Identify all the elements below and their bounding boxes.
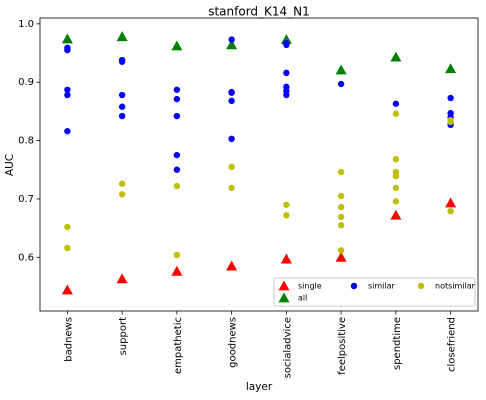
marker-circle bbox=[337, 247, 345, 254]
marker-circle bbox=[118, 91, 126, 99]
plot-area bbox=[39, 17, 479, 312]
marker-circle bbox=[118, 112, 126, 120]
x-tick-label: closefriend bbox=[447, 317, 458, 372]
marker-triangle bbox=[390, 51, 402, 62]
marker-circle bbox=[173, 166, 181, 173]
marker-circle bbox=[337, 222, 345, 229]
marker-triangle bbox=[390, 209, 402, 220]
x-tick-label: support bbox=[118, 317, 129, 355]
marker-circle bbox=[228, 184, 235, 192]
y-tick-label: 1.0 bbox=[18, 19, 34, 30]
legend-label: notsimilar bbox=[435, 282, 476, 291]
marker-circle bbox=[392, 184, 400, 192]
marker-circle bbox=[283, 212, 290, 219]
marker-circle bbox=[392, 100, 400, 107]
marker-circle bbox=[64, 223, 71, 231]
marker-circle bbox=[64, 244, 71, 252]
marker-circle bbox=[118, 103, 126, 110]
marker-circle bbox=[350, 282, 358, 290]
marker-circle bbox=[392, 198, 400, 205]
legend-box bbox=[273, 277, 476, 307]
marker-circle bbox=[447, 207, 454, 215]
marker-circle bbox=[337, 192, 345, 200]
y-tick-label: 0.6 bbox=[18, 252, 34, 263]
marker-circle bbox=[283, 91, 290, 99]
marker-triangle bbox=[280, 253, 292, 264]
marker-circle bbox=[173, 182, 181, 190]
marker-triangle bbox=[335, 251, 347, 262]
legend: single all similar notsimilar bbox=[273, 277, 476, 307]
y-tick-label: 0.9 bbox=[18, 77, 34, 88]
x-tick-label: goodnews bbox=[228, 317, 239, 368]
marker-circle bbox=[447, 118, 454, 126]
legend-label: all bbox=[298, 294, 307, 303]
marker-triangle bbox=[445, 63, 457, 74]
marker-circle bbox=[64, 46, 71, 54]
marker-circle bbox=[228, 97, 235, 105]
y-axis-label: AUC bbox=[4, 154, 16, 176]
marker-triangle bbox=[445, 197, 457, 208]
marker-triangle bbox=[278, 280, 290, 291]
x-axis-label: layer bbox=[246, 381, 273, 393]
x-tick-label: feelpositive bbox=[337, 317, 348, 375]
marker-triangle bbox=[171, 265, 183, 276]
marker-circle bbox=[283, 41, 290, 49]
legend-label: single bbox=[298, 282, 322, 291]
marker-triangle bbox=[226, 260, 238, 271]
marker-circle bbox=[173, 95, 181, 103]
marker-triangle bbox=[61, 284, 73, 295]
marker-triangle bbox=[116, 31, 128, 42]
x-tick-label: badnews bbox=[63, 317, 74, 362]
marker-circle bbox=[173, 251, 181, 259]
marker-circle bbox=[447, 94, 454, 102]
marker-triangle bbox=[226, 39, 238, 50]
marker-triangle bbox=[116, 273, 128, 284]
marker-circle bbox=[173, 151, 181, 159]
marker-circle bbox=[173, 86, 181, 93]
marker-triangle bbox=[61, 33, 73, 44]
marker-circle bbox=[337, 213, 345, 221]
marker-triangle bbox=[278, 292, 290, 303]
marker-circle bbox=[337, 80, 345, 88]
chart-title: stanford_K14_N1 bbox=[208, 5, 310, 19]
marker-circle bbox=[118, 191, 126, 198]
marker-circle bbox=[392, 172, 400, 180]
y-tick-label: 0.8 bbox=[18, 136, 34, 147]
marker-circle bbox=[228, 89, 235, 96]
marker-circle bbox=[228, 135, 235, 143]
marker-triangle bbox=[171, 40, 183, 51]
marker-circle bbox=[228, 163, 235, 171]
marker-circle bbox=[417, 282, 425, 290]
marker-circle bbox=[392, 110, 400, 117]
marker-circle bbox=[118, 180, 126, 187]
marker-circle bbox=[64, 91, 71, 99]
marker-triangle bbox=[335, 64, 347, 75]
marker-circle bbox=[64, 86, 71, 93]
x-tick-label: empathetic bbox=[173, 317, 184, 374]
marker-circle bbox=[118, 58, 126, 65]
legend-label: similar bbox=[368, 282, 396, 291]
y-tick-label: 0.7 bbox=[18, 194, 34, 205]
marker-circle bbox=[337, 168, 345, 176]
marker-circle bbox=[392, 156, 400, 163]
marker-circle bbox=[337, 203, 345, 211]
marker-circle bbox=[283, 201, 290, 208]
marker-circle bbox=[228, 36, 235, 43]
marker-circle bbox=[64, 128, 71, 135]
marker-circle bbox=[173, 112, 181, 120]
x-tick-label: socialadvice bbox=[282, 317, 293, 378]
x-tick-label: spendtime bbox=[392, 317, 403, 370]
marker-circle bbox=[283, 69, 290, 77]
